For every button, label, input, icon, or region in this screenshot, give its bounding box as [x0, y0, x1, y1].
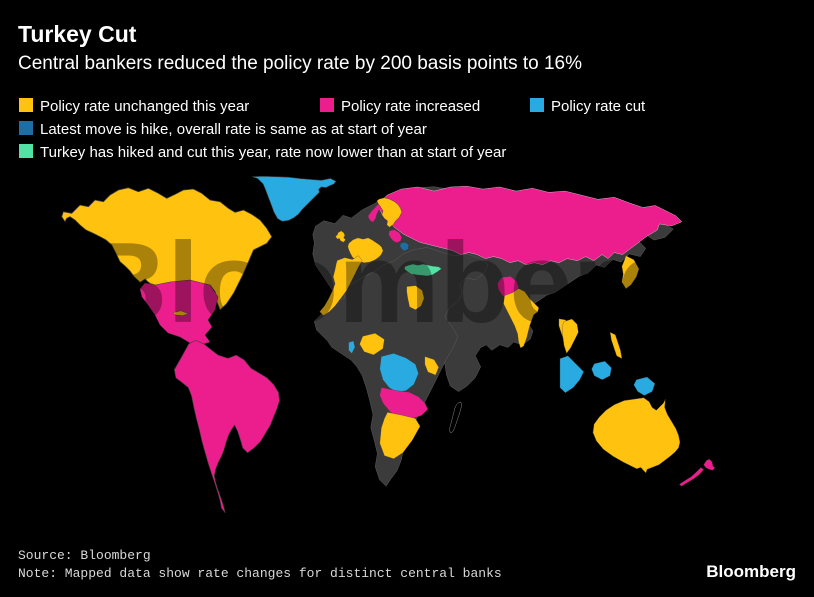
svg-text:Bloomberg: Bloomberg: [85, 220, 687, 347]
